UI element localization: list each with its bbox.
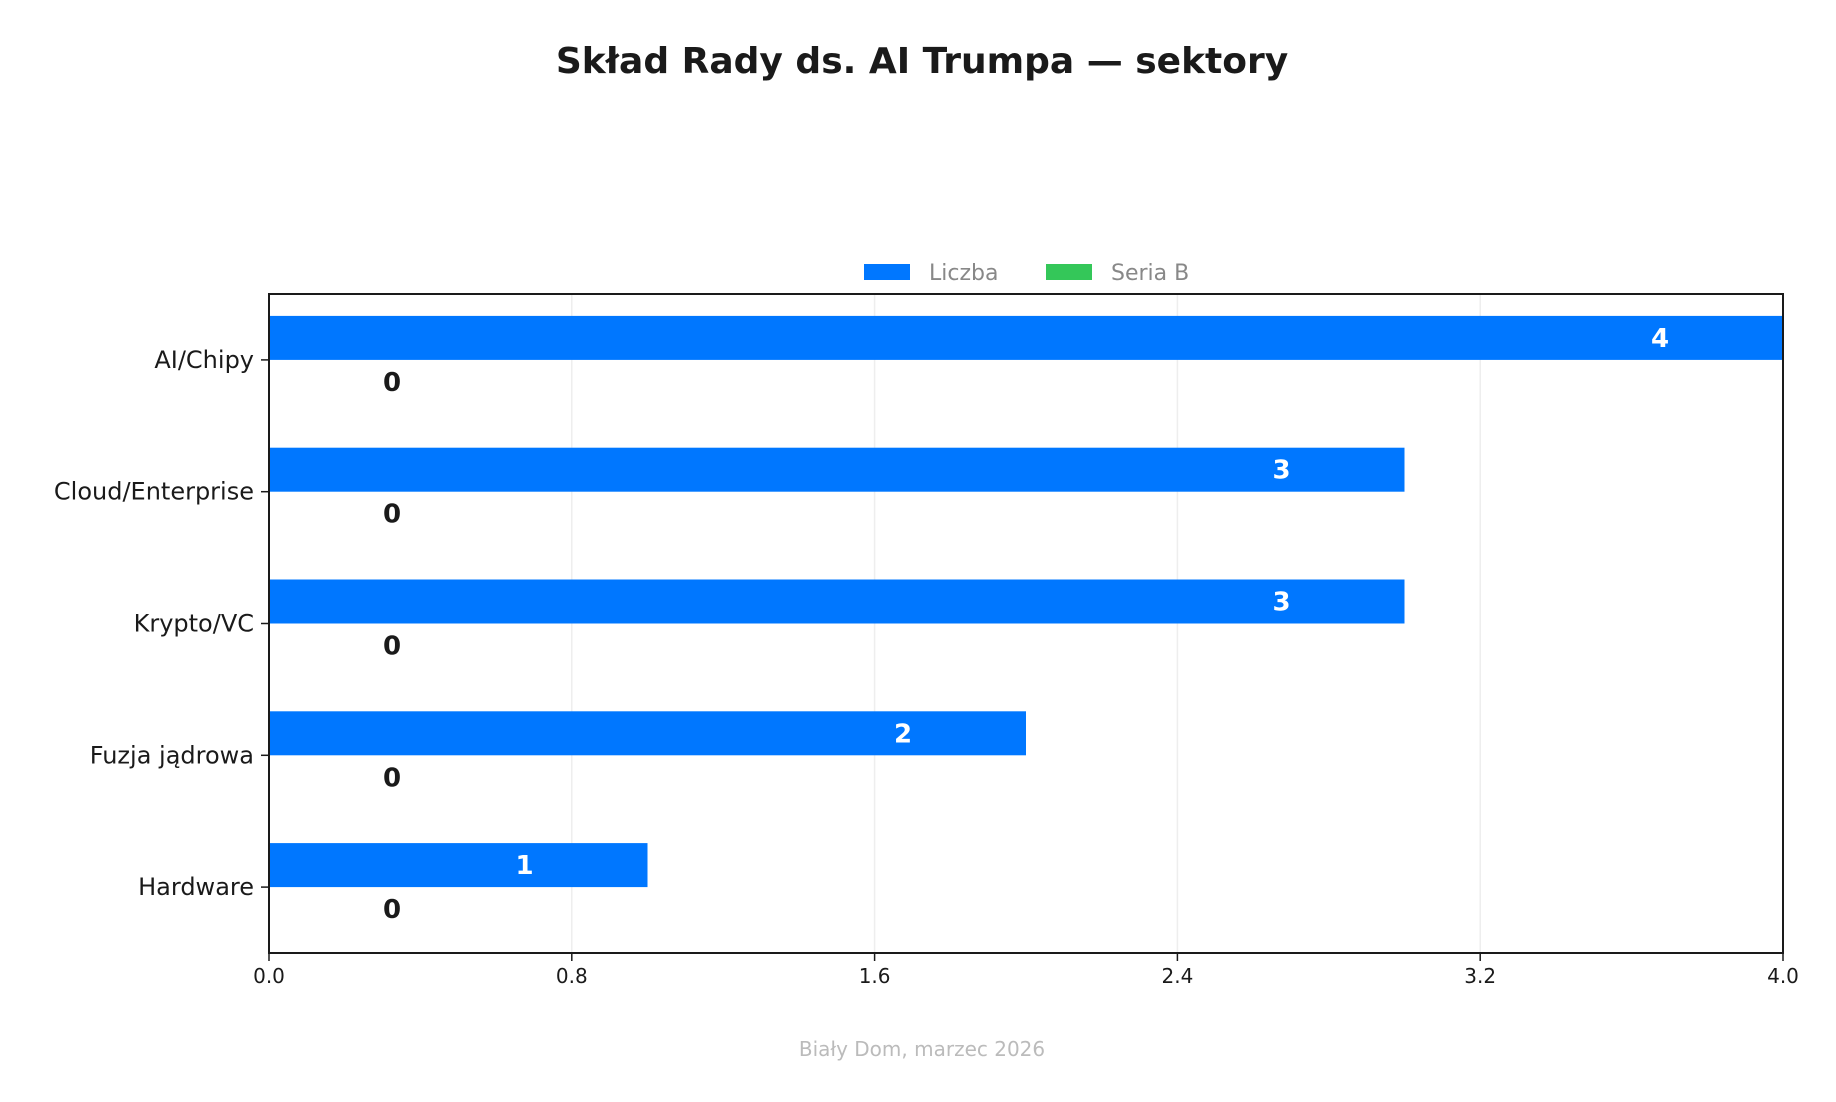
y-tick-label: Krypto/VC: [134, 610, 254, 638]
data-labels: 4 0 3 0 3 0 2 0 1 0: [383, 324, 1669, 925]
bar-liczba: [269, 315, 1783, 360]
bar-value-label: 0: [383, 895, 401, 925]
bar-value-label: 0: [383, 368, 401, 398]
bar-value-label: 2: [894, 719, 912, 749]
x-tick-label: 3.2: [1464, 964, 1496, 988]
bar-value-label: 0: [383, 763, 401, 793]
plot-frame: [268, 293, 1784, 954]
y-tick-label: AI/Chipy: [154, 346, 254, 374]
bar-liczba: [269, 579, 1405, 624]
chart-title: Skład Rady ds. AI Trumpa — sektory: [556, 41, 1288, 82]
y-tick-label: Cloud/Enterprise: [54, 478, 254, 506]
x-tick-label: 1.6: [859, 964, 891, 988]
bar-value-label: 0: [383, 632, 401, 662]
bars: [269, 315, 1783, 888]
legend: Liczba Seria B: [864, 261, 1189, 286]
x-tick-label: 2.4: [1161, 964, 1193, 988]
bar-liczba: [269, 447, 1405, 492]
legend-swatch: [1046, 264, 1092, 280]
bar-liczba: [269, 843, 648, 888]
legend-swatch: [864, 264, 910, 280]
y-tick-label: Hardware: [138, 873, 254, 901]
x-tick-label: 4.0: [1767, 964, 1799, 988]
bar-value-label: 3: [1272, 456, 1290, 486]
x-tick-label: 0.0: [253, 964, 285, 988]
bar-value-label: 1: [515, 851, 533, 881]
axes: 0.0 0.8 1.6 2.4 3.2 4.0 AI/Chipy Cloud/Enterpri…: [54, 293, 1799, 988]
x-tick-label: 0.8: [556, 964, 588, 988]
legend-label: Liczba: [929, 261, 998, 286]
bar-value-label: 3: [1272, 588, 1290, 618]
y-tick-label: Fuzja jądrowa: [90, 741, 254, 769]
bar-value-label: 4: [1651, 324, 1669, 354]
bar-value-label: 0: [383, 500, 401, 530]
legend-label: Seria B: [1111, 261, 1189, 286]
source-footnote: Biały Dom, marzec 2026: [799, 1037, 1045, 1061]
bar-liczba: [269, 711, 1026, 756]
